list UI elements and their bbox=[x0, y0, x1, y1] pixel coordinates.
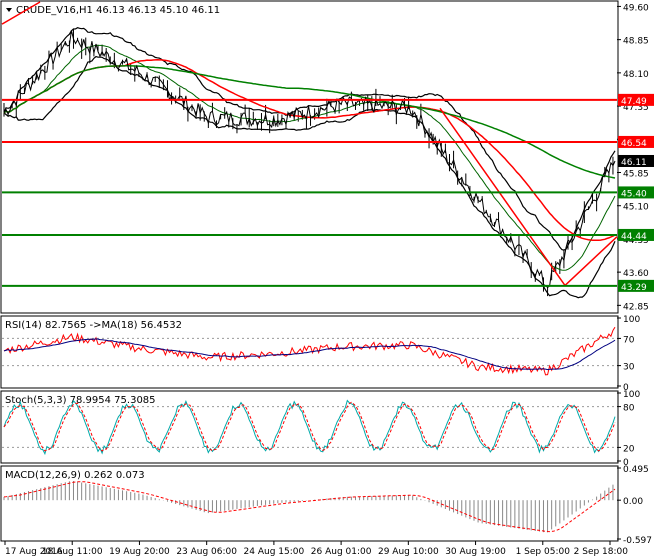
y-tick-label: 48.10 bbox=[623, 70, 649, 80]
level-43-29-tag bbox=[618, 279, 654, 292]
y-tick-label: 43.60 bbox=[623, 269, 649, 279]
current-price-label: 46.11 bbox=[621, 158, 647, 168]
trendline-up bbox=[564, 236, 618, 286]
y-tick-label: 80 bbox=[623, 404, 635, 414]
y-tick-label: 45.10 bbox=[623, 203, 649, 213]
level-47-49-tag-label: 47.49 bbox=[621, 97, 647, 107]
y-tick-label: 0 bbox=[623, 383, 629, 393]
y-tick-label: 0 bbox=[623, 458, 629, 468]
stoch-signal-line bbox=[3, 401, 616, 452]
x-tick-label: 24 Aug 15:00 bbox=[244, 547, 305, 557]
main-price-series bbox=[1, 1, 618, 299]
y-tick-label: 0.495 bbox=[623, 465, 649, 475]
main-levels: 47.49 46.54 45.40 44.44 43.29 46.11 bbox=[2, 93, 654, 293]
x-tick-label: 18 Aug 11:00 bbox=[42, 547, 103, 557]
x-tick-label: 23 Aug 06:00 bbox=[176, 547, 237, 557]
rsi-line bbox=[3, 326, 616, 376]
level-46-54-tag bbox=[618, 135, 654, 148]
chart-menu-triangle-icon[interactable] bbox=[6, 8, 12, 12]
main-header: CRUDE_V16,H1 46.13 46.13 45.10 46.11 bbox=[16, 5, 220, 16]
y-tick-label: 47.35 bbox=[623, 103, 649, 113]
rsi-series: 100 70 30 0 bbox=[2, 315, 640, 393]
y-tick-label: 100 bbox=[623, 390, 640, 400]
level-44-44-tag bbox=[618, 228, 654, 241]
y-tick-label: 0.00 bbox=[623, 497, 643, 507]
level-46-54-tag-label: 46.54 bbox=[621, 139, 647, 149]
x-tick-label: 17 Aug 2016 bbox=[5, 547, 63, 557]
macd-series: 0.495 0.00 -0.597 bbox=[3, 465, 652, 546]
level-47-49-tag bbox=[618, 93, 654, 106]
trendline-down bbox=[439, 107, 566, 286]
x-tick-label: 19 Aug 20:00 bbox=[109, 547, 170, 557]
y-tick-label: 100 bbox=[623, 315, 640, 325]
y-tick-label: 45.85 bbox=[623, 170, 649, 180]
stoch-main-line bbox=[3, 399, 616, 456]
stoch-series: 100 80 20 0 bbox=[2, 390, 640, 468]
y-tick-label: 70 bbox=[623, 335, 635, 345]
x-tick-label: 30 Aug 19:00 bbox=[445, 547, 506, 557]
rsi-ma-line bbox=[3, 338, 616, 371]
trendline-top bbox=[1, 1, 41, 25]
ma-long-line bbox=[3, 65, 616, 179]
x-tick-label: 1 Sep 05:00 bbox=[516, 547, 571, 557]
main-panel bbox=[0, 0, 619, 314]
stoch-header: Stoch(5,3,3) 78.9954 75.3085 bbox=[5, 395, 156, 406]
y-tick-label: 48.85 bbox=[623, 37, 649, 47]
level-45-40-tag-label: 45.40 bbox=[621, 189, 647, 199]
x-tick-label: 29 Aug 10:00 bbox=[378, 547, 439, 557]
current-price-tag bbox=[618, 154, 654, 167]
level-44-44-tag-label: 44.44 bbox=[621, 232, 647, 242]
x-tick-label: 26 Aug 01:00 bbox=[311, 547, 372, 557]
y-tick-label: 49.60 bbox=[623, 3, 649, 13]
macd-header: MACD(12,26,9) 0.262 0.073 bbox=[5, 470, 145, 481]
y-tick-label: 20 bbox=[623, 444, 635, 454]
level-45-40-tag bbox=[618, 186, 654, 199]
y-tick-label: 30 bbox=[623, 363, 635, 373]
level-43-29-tag-label: 43.29 bbox=[621, 283, 647, 293]
rsi-header: RSI(14) 82.7565 ->MA(18) 56.4532 bbox=[5, 320, 182, 331]
bollinger-upper bbox=[3, 27, 616, 251]
x-tick-label: 2 Sep 18:00 bbox=[574, 547, 629, 557]
macd-signal-line bbox=[3, 481, 616, 533]
bollinger-lower bbox=[3, 55, 616, 299]
y-tick-label: -0.597 bbox=[623, 536, 652, 546]
close-line bbox=[3, 30, 616, 289]
y-tick-label: 42.85 bbox=[623, 302, 649, 312]
